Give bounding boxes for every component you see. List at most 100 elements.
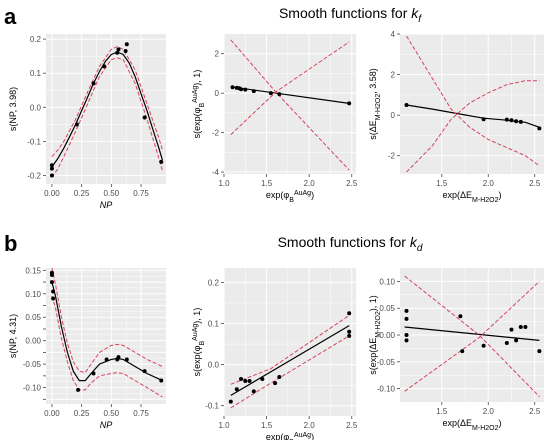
plot-background	[400, 34, 544, 174]
data-point	[404, 316, 409, 321]
y-tick-label: 0.2	[30, 35, 42, 44]
data-point	[509, 327, 514, 332]
data-point	[159, 378, 164, 383]
panel-b-title-k-sub: d	[417, 243, 423, 254]
data-point	[115, 50, 120, 55]
data-point	[243, 87, 248, 92]
data-point	[76, 387, 81, 392]
data-point	[49, 173, 54, 178]
data-point	[142, 369, 147, 374]
data-point	[123, 49, 128, 54]
plot-marks	[49, 268, 164, 398]
y-tick-label: 0.1	[30, 69, 42, 78]
data-point	[514, 119, 519, 124]
y-axis-label: s(exp(φBAuAg), 1)	[192, 308, 206, 377]
y-tick-label: -0.2	[27, 171, 41, 180]
y-tick-label: 4	[391, 30, 396, 39]
data-point	[104, 357, 109, 362]
x-tick-label: 0.75	[133, 409, 149, 418]
data-point	[124, 357, 129, 362]
data-point	[347, 333, 352, 338]
ci-lower-line	[406, 80, 540, 173]
x-tick-label: 2.5	[529, 179, 541, 188]
y-tick-label: 0.0	[30, 103, 42, 112]
data-point	[481, 343, 486, 348]
data-point	[509, 118, 514, 123]
chart-3: 1.5 2.0 2.5 -2 0 2 4 exp(ΔEM-H2O2) s(ΔEM-H2O2, 3…	[368, 30, 544, 204]
ci-upper-line	[51, 268, 163, 374]
ci-lower-line	[230, 335, 350, 409]
data-point	[518, 324, 523, 329]
y-tick-label: 2	[391, 71, 396, 80]
x-tick-label: 2.5	[346, 421, 358, 430]
data-point	[537, 349, 542, 354]
panel-a-title-k-sub: f	[418, 14, 422, 25]
data-point	[116, 355, 121, 360]
data-point	[74, 122, 79, 127]
plots-container: 0.00 0.25 0.50 0.75 -0.2 -0.1 0.0 0.1 0.2 NP s(NP,…	[8, 30, 544, 440]
data-point	[91, 371, 96, 376]
panel-a-title: Smooth functions for kf	[279, 5, 422, 25]
smooth-fit-line	[51, 51, 163, 168]
y-tick-label: 0	[215, 89, 220, 98]
panel-a-title-text: Smooth functions for	[279, 5, 411, 21]
y-tick-label: -0.1	[205, 402, 219, 411]
y-axis-label: s(exp(φBAuAg), 1)	[192, 70, 206, 139]
y-axis-label: s(ΔEM-H2O2, 3.58)	[368, 68, 382, 139]
panel-b-letter: b	[4, 231, 17, 256]
plot-marks	[404, 275, 542, 397]
smooth-fit-line	[230, 325, 350, 396]
data-point	[481, 117, 486, 122]
data-point	[234, 387, 239, 392]
x-tick-label: 1.5	[261, 179, 273, 188]
data-point	[251, 389, 256, 394]
ci-upper-line	[230, 314, 350, 385]
y-tick-label: -0.05	[23, 360, 42, 369]
x-tick-label: 2.5	[346, 179, 358, 188]
data-point	[347, 311, 352, 316]
data-point	[230, 85, 235, 90]
plot-marks	[230, 39, 352, 171]
y-tick-label: -0.1	[27, 137, 41, 146]
plot-background	[224, 268, 356, 416]
data-point	[504, 117, 509, 122]
panel-b-title-text: Smooth functions for	[278, 234, 410, 250]
data-point	[260, 377, 265, 381]
data-point	[49, 163, 54, 168]
x-tick-label: 0.75	[133, 189, 149, 198]
data-point	[228, 399, 233, 404]
x-axis-label: exp(ΔEM-H2O2)	[443, 418, 502, 432]
data-point	[102, 64, 107, 69]
x-tick-label: 1.5	[436, 407, 448, 416]
x-axis-label: exp(φBAuAg)	[266, 190, 314, 204]
data-point	[124, 42, 129, 47]
x-tick-label: 2.0	[304, 421, 316, 430]
data-point	[537, 126, 542, 131]
ci-upper-line	[51, 46, 163, 158]
data-point	[116, 47, 121, 52]
data-point	[273, 381, 278, 386]
data-point	[268, 91, 273, 96]
x-axis-label: NP	[100, 420, 113, 430]
data-point	[91, 81, 96, 86]
panel-a-title-k: k	[411, 5, 419, 21]
y-axis-label: s(NP, 3.98)	[8, 87, 18, 131]
smooth-fit-line	[51, 281, 163, 382]
x-tick-label: 0.00	[44, 409, 60, 418]
y-tick-label: -0.10	[377, 385, 396, 394]
data-point	[458, 314, 463, 319]
x-tick-label: 2.0	[304, 179, 316, 188]
x-tick-label: 1.0	[218, 421, 230, 430]
panel-b-title-k: k	[410, 234, 418, 250]
data-point	[347, 101, 352, 106]
panel-b-title: Smooth functions for kd	[278, 234, 423, 254]
y-axis-label: s(NP, 4.31)	[8, 314, 18, 358]
smooth-fit-line	[404, 326, 540, 341]
y-tick-label: -2	[212, 129, 220, 138]
x-tick-label: 0.50	[104, 409, 120, 418]
x-tick-label: 0.25	[74, 409, 90, 418]
data-point	[239, 87, 244, 92]
y-tick-label: -0.05	[377, 358, 396, 367]
y-tick-label: 0.15	[25, 266, 41, 275]
